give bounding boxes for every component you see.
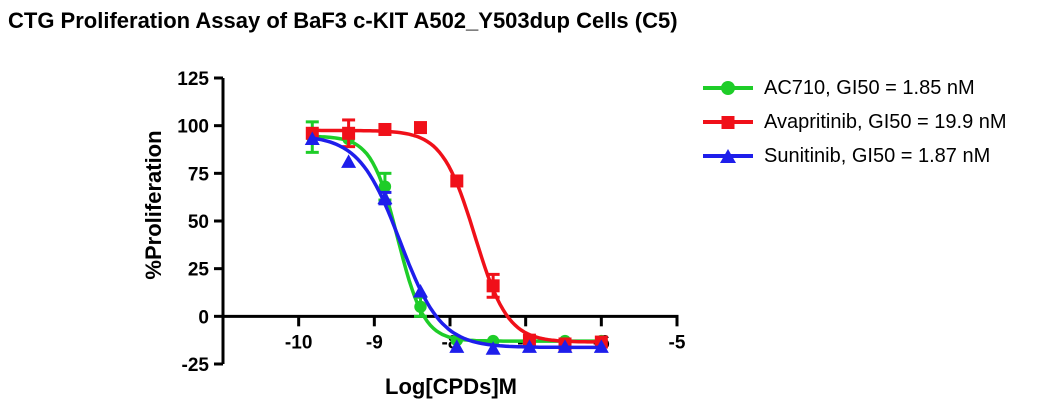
data-point	[378, 122, 392, 136]
y-tick-label: 75	[188, 164, 210, 185]
data-point	[377, 190, 393, 205]
triangle-icon	[720, 149, 736, 163]
y-tick-label: 0	[198, 307, 209, 328]
fit-curve	[312, 128, 600, 344]
circle-icon	[721, 81, 735, 95]
series-sunitinib	[304, 131, 609, 355]
y-tick-label: 25	[188, 260, 210, 281]
data-point	[414, 300, 427, 313]
data-point	[304, 131, 320, 146]
legend-label-ac710: AC710, GI50 = 1.85 nM	[764, 76, 975, 99]
axes	[214, 76, 679, 366]
data-point	[341, 154, 357, 168]
y-tick-label: 125	[177, 69, 209, 90]
y-axis-title: %Proliferation	[141, 130, 166, 280]
data-point	[412, 284, 428, 298]
data-point	[450, 174, 464, 188]
chart-title: CTG Proliferation Assay of BaF3 c-KIT A5…	[8, 8, 678, 33]
y-tick-label: 100	[177, 117, 209, 138]
data-point	[485, 341, 501, 355]
y-tick-label: -25	[182, 355, 210, 376]
green-circle-marker-icon	[703, 80, 753, 96]
legend-item-sunitinib: Sunitinib, GI50 = 1.87 nM	[703, 139, 1007, 173]
data-point	[593, 339, 609, 353]
legend-item-avapritinib: Avapritinib, GI50 = 19.9 nM	[703, 105, 1007, 139]
blue-triangle-marker-icon	[703, 148, 753, 164]
square-icon	[721, 115, 735, 129]
data-point	[521, 339, 537, 353]
x-tick-label: -9	[366, 332, 383, 353]
x-axis-title: Log[CPDs]M	[385, 374, 517, 399]
legend: AC710, GI50 = 1.85 nM Avapritinib, GI50 …	[703, 71, 1007, 173]
y-tick-label: 50	[188, 212, 209, 233]
red-square-marker-icon	[703, 114, 753, 130]
legend-label-sunitinib: Sunitinib, GI50 = 1.87 nM	[764, 144, 991, 167]
data-point	[378, 180, 392, 193]
data-point	[342, 126, 356, 140]
data-point	[486, 279, 500, 293]
x-tick-label: -10	[285, 332, 312, 353]
data-point	[413, 121, 427, 135]
legend-item-ac710: AC710, GI50 = 1.85 nM	[703, 71, 1007, 105]
series-ac710	[305, 120, 608, 348]
fit-curve	[312, 136, 600, 350]
data-point	[449, 339, 465, 353]
data-point	[557, 339, 573, 353]
legend-label-avapritinib: Avapritinib, GI50 = 19.9 nM	[764, 110, 1007, 133]
x-tick-label: -5	[669, 332, 686, 353]
